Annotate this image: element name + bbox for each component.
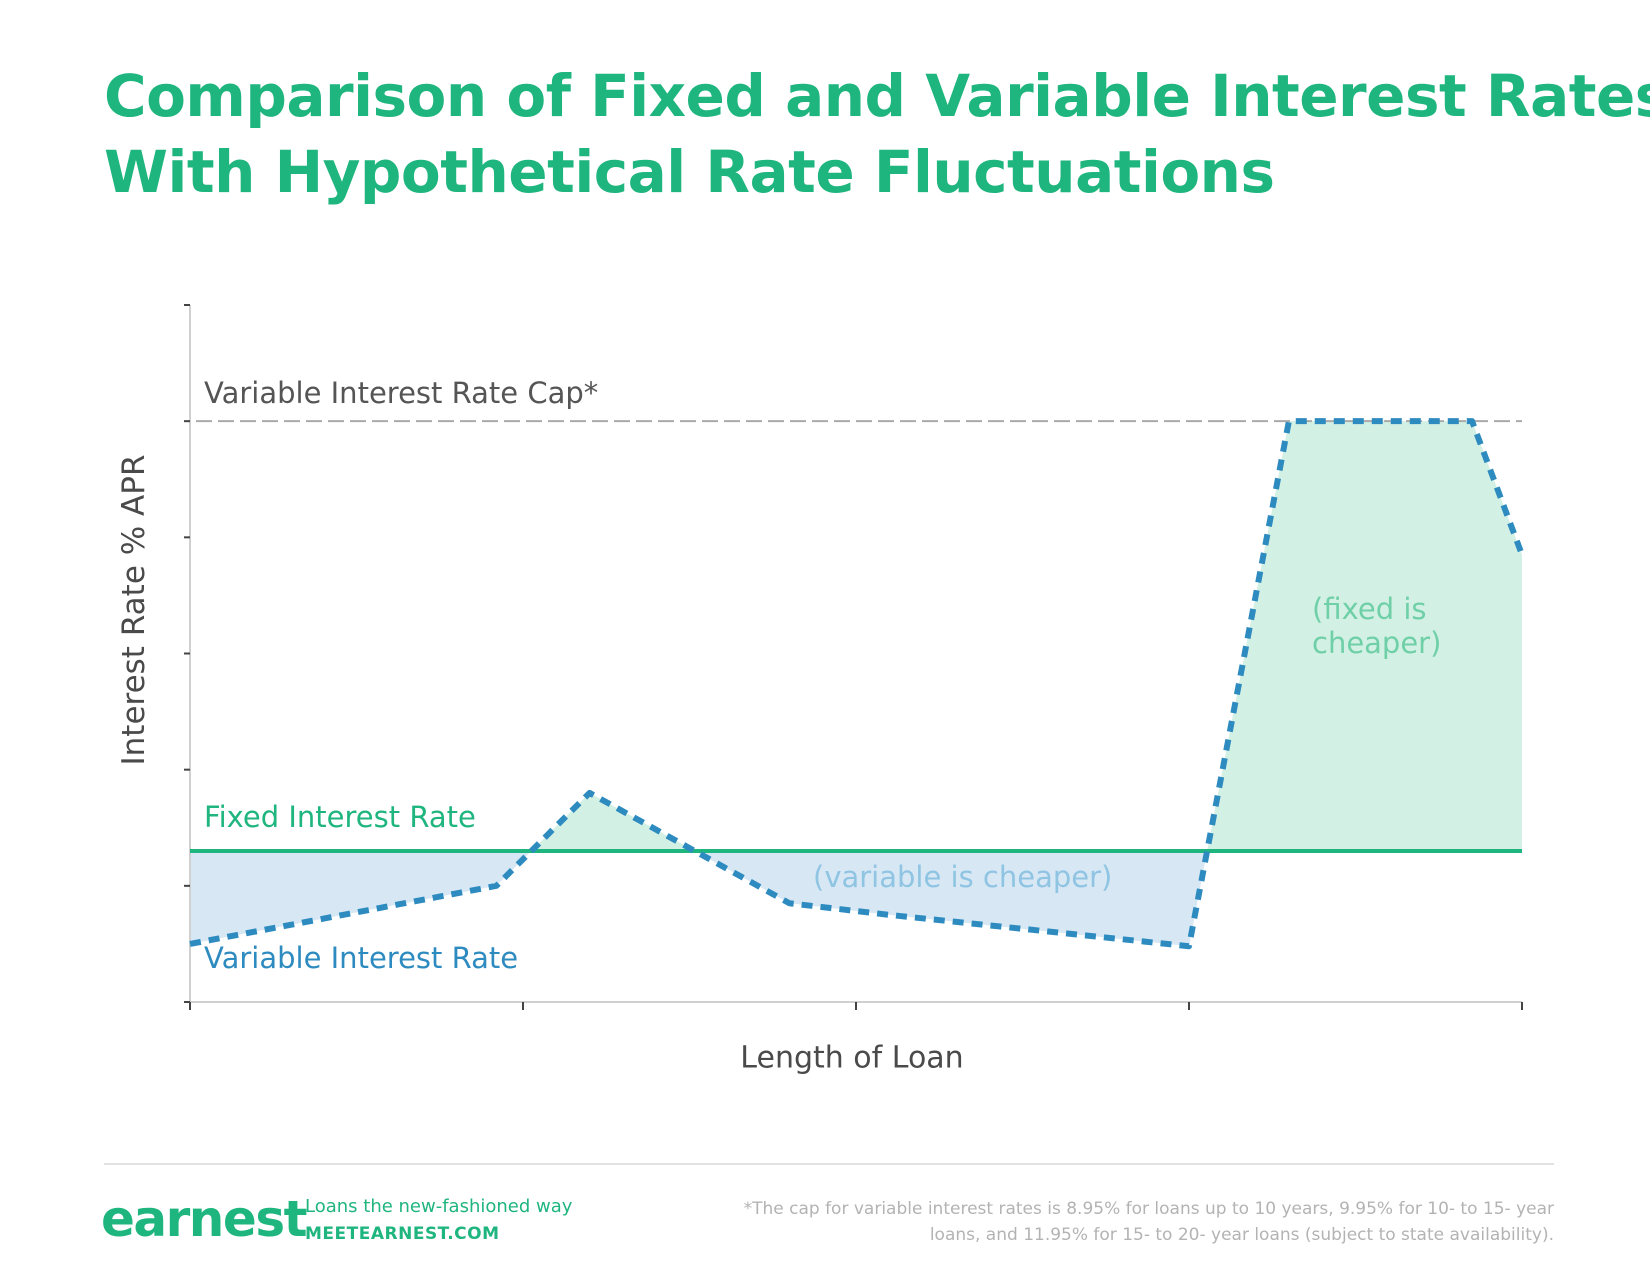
- earnest-logo[interactable]: earnest: [101, 1190, 307, 1248]
- fixed-cheaper-area-3: [1207, 421, 1522, 851]
- fixed-cheaper-line-2: cheaper): [1312, 626, 1442, 660]
- fixed-cheaper-area-1: [531, 792, 695, 851]
- footnote-line-2: loans, and 11.95% for 15- to 20- year lo…: [929, 1225, 1554, 1245]
- x-axis-label: Length of Loan: [740, 1040, 964, 1076]
- variable-rate-line: [189, 418, 1525, 950]
- footer-tagline: Loans the new-fashioned way: [305, 1196, 573, 1217]
- cap-line-label: Variable Interest Rate Cap*: [204, 376, 599, 410]
- title-line-1: Comparison of Fixed and Variable Interes…: [104, 62, 1650, 130]
- fixed-rate-label: Fixed Interest Rate: [204, 800, 476, 834]
- variable-rate-label: Variable Interest Rate: [204, 941, 519, 975]
- footnote-line-1: *The cap for variable interest rates is …: [743, 1199, 1554, 1219]
- footer-site-link[interactable]: MEETEARNEST.COM: [305, 1224, 500, 1244]
- title-line-2: With Hypothetical Rate Fluctuations: [104, 138, 1275, 206]
- y-axis-label: Interest Rate % APR: [116, 454, 152, 766]
- footnote: *The cap for variable interest rates is …: [654, 1196, 1554, 1248]
- variable-cheaper-area-2: [694, 850, 1208, 947]
- fixed-cheaper-line-1: (fixed is: [1312, 592, 1427, 626]
- variable-cheaper-annotation: (variable is cheaper): [813, 860, 1113, 894]
- fixed-cheaper-annotation: (fixed is cheaper): [1312, 592, 1492, 660]
- variable-cheaper-area-0: [190, 850, 532, 944]
- page-title: Comparison of Fixed and Variable Interes…: [104, 58, 1650, 210]
- footer-divider: [104, 1163, 1554, 1165]
